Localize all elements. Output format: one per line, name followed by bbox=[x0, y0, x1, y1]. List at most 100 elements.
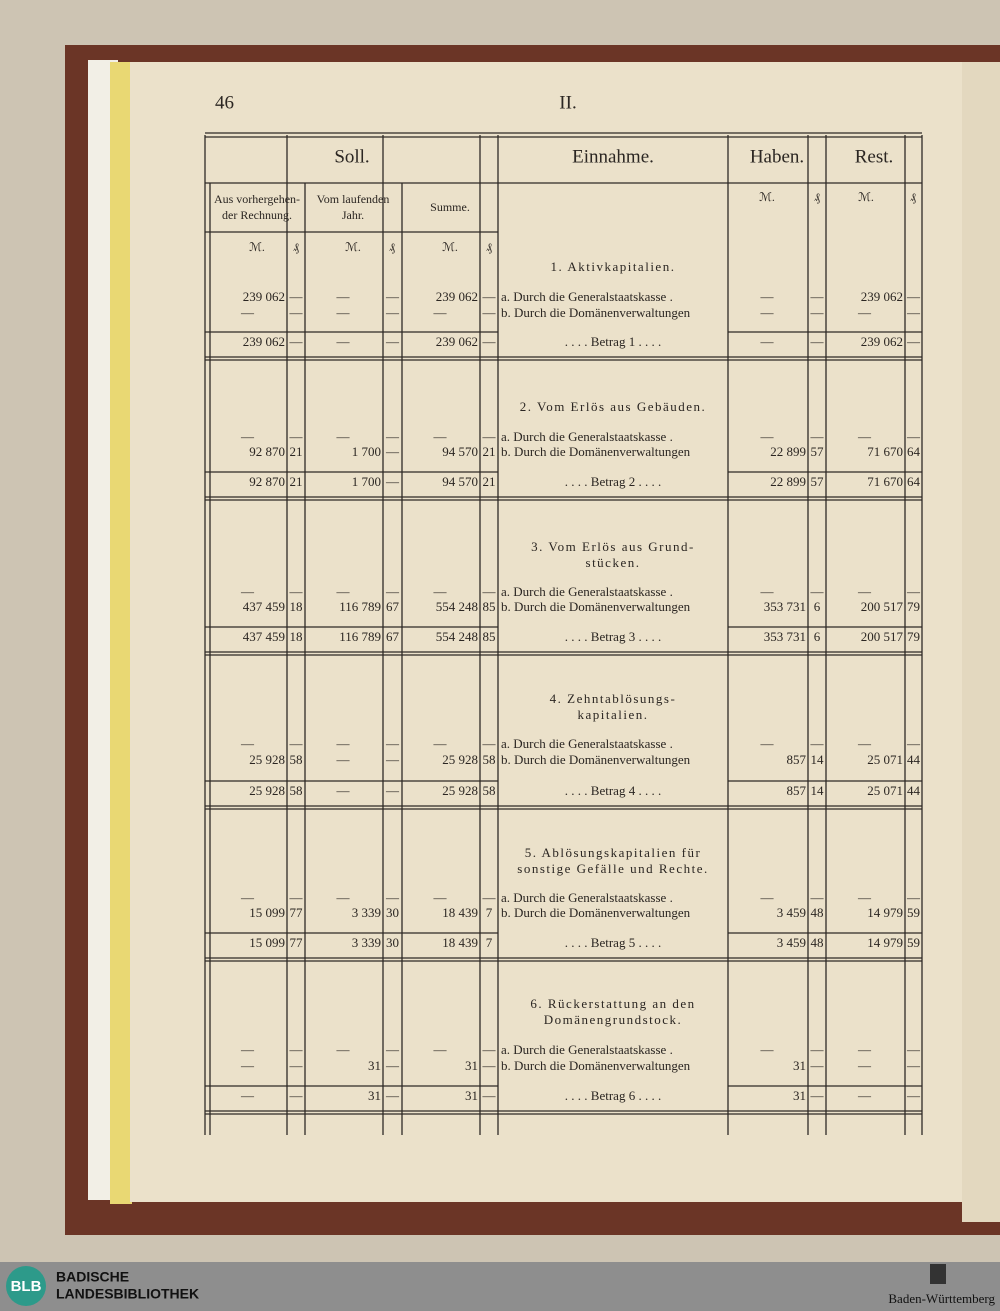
cell: 58 bbox=[483, 752, 496, 767]
cell: 1 700 bbox=[352, 474, 381, 489]
cell: 15 099 bbox=[249, 905, 285, 920]
cell: — bbox=[482, 289, 497, 304]
cell: — bbox=[433, 429, 448, 444]
cell: 57 bbox=[811, 444, 825, 459]
sub-header: der Rechnung. bbox=[222, 208, 292, 222]
column-header: Soll. bbox=[334, 146, 369, 167]
section-title: stücken. bbox=[586, 555, 641, 570]
column-header: Haben. bbox=[750, 146, 804, 167]
cell: 31 bbox=[368, 1088, 381, 1103]
unit-label: ℳ. bbox=[858, 190, 874, 204]
cell: — bbox=[810, 584, 825, 599]
cell: — bbox=[336, 305, 351, 320]
cell: — bbox=[857, 736, 872, 751]
row-label: b. Durch die Domänenverwaltungen bbox=[501, 305, 691, 320]
cell: — bbox=[289, 890, 304, 905]
cell: — bbox=[336, 1042, 351, 1057]
library-name: BADISCHE bbox=[56, 1269, 129, 1285]
page-edge-yellow bbox=[110, 62, 132, 1204]
cell: 18 439 bbox=[442, 905, 478, 920]
logo: BLB bbox=[11, 1278, 42, 1295]
row-label: b. Durch die Domänenverwaltungen bbox=[501, 1058, 691, 1073]
cell: 239 062 bbox=[436, 334, 478, 349]
cell: 200 517 bbox=[861, 629, 904, 644]
cell: 31 bbox=[793, 1058, 806, 1073]
cell: 3 339 bbox=[352, 905, 381, 920]
cell: — bbox=[906, 1088, 921, 1103]
cell: — bbox=[385, 783, 400, 798]
section-title: 3. Vom Erlös aus Grund- bbox=[531, 539, 695, 554]
cell: 58 bbox=[290, 752, 303, 767]
cell: 22 899 bbox=[770, 474, 806, 489]
cell: — bbox=[336, 736, 351, 751]
cell: — bbox=[857, 429, 872, 444]
cell: 116 789 bbox=[339, 629, 381, 644]
cell: 239 062 bbox=[243, 289, 285, 304]
row-label: . . . . Betrag 5 . . . . bbox=[565, 935, 661, 950]
cell: — bbox=[760, 289, 775, 304]
page-number: 46 bbox=[215, 92, 234, 113]
cell: — bbox=[810, 890, 825, 905]
cell: — bbox=[760, 584, 775, 599]
cell: — bbox=[857, 1042, 872, 1057]
cell: — bbox=[385, 474, 400, 489]
cell: — bbox=[482, 334, 497, 349]
unit-label: ₰ bbox=[486, 240, 492, 254]
column-header: Einnahme. bbox=[572, 146, 654, 167]
cell: 85 bbox=[483, 599, 496, 614]
section-title: 1. Aktivkapitalien. bbox=[551, 259, 676, 274]
cell: — bbox=[336, 752, 351, 767]
cell: 25 928 bbox=[249, 783, 285, 798]
cell: — bbox=[906, 584, 921, 599]
cell: 22 899 bbox=[770, 444, 806, 459]
cell: 31 bbox=[368, 1058, 381, 1073]
cell: — bbox=[289, 429, 304, 444]
cell: 58 bbox=[483, 783, 496, 798]
cell: — bbox=[810, 1058, 825, 1073]
cell: — bbox=[760, 429, 775, 444]
cell: 57 bbox=[811, 474, 825, 489]
cell: — bbox=[810, 1042, 825, 1057]
cell: — bbox=[385, 584, 400, 599]
cell: — bbox=[857, 1058, 872, 1073]
cell: — bbox=[906, 1042, 921, 1057]
cell: — bbox=[385, 305, 400, 320]
cell: 25 928 bbox=[249, 752, 285, 767]
cell: — bbox=[289, 289, 304, 304]
cell: — bbox=[482, 1042, 497, 1057]
cell: — bbox=[482, 736, 497, 751]
cell: — bbox=[433, 736, 448, 751]
cell: 64 bbox=[907, 474, 921, 489]
cell: 79 bbox=[907, 599, 920, 614]
cell: 239 062 bbox=[861, 334, 903, 349]
section-title: sonstige Gefälle und Rechte. bbox=[517, 861, 708, 876]
cell: — bbox=[906, 429, 921, 444]
cell: 554 248 bbox=[436, 599, 478, 614]
cell: 857 bbox=[787, 783, 807, 798]
cell: 239 062 bbox=[436, 289, 478, 304]
cell: 239 062 bbox=[243, 334, 285, 349]
unit-label: ℳ. bbox=[249, 240, 265, 254]
cell: 554 248 bbox=[436, 629, 478, 644]
cell: — bbox=[289, 736, 304, 751]
cell: — bbox=[482, 584, 497, 599]
cell: — bbox=[385, 334, 400, 349]
cell: — bbox=[385, 289, 400, 304]
section-title: Domänengrundstock. bbox=[544, 1012, 683, 1027]
cell: — bbox=[810, 305, 825, 320]
cell: 64 bbox=[907, 444, 921, 459]
cell: 18 bbox=[290, 629, 303, 644]
cell: — bbox=[760, 1042, 775, 1057]
next-page bbox=[962, 62, 1000, 1222]
state-name: Baden-Württemberg bbox=[888, 1291, 995, 1306]
cell: 7 bbox=[486, 905, 493, 920]
cell: — bbox=[482, 429, 497, 444]
cell: — bbox=[289, 584, 304, 599]
cell: 30 bbox=[386, 905, 399, 920]
cell: 6 bbox=[814, 599, 821, 614]
cell: — bbox=[857, 305, 872, 320]
cell: — bbox=[240, 736, 255, 751]
cell: 44 bbox=[907, 752, 921, 767]
cell: — bbox=[385, 429, 400, 444]
unit-label: ₰ bbox=[814, 190, 820, 204]
